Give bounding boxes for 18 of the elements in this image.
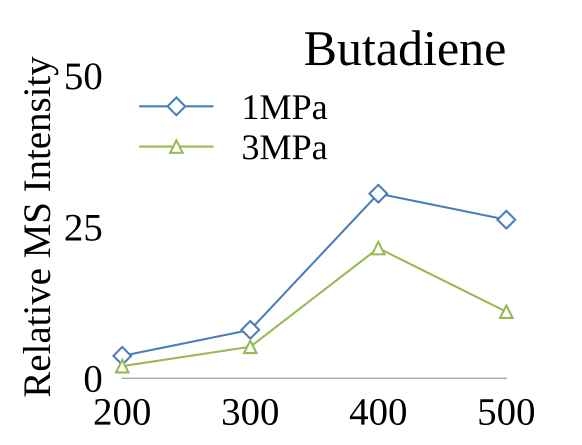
y-tick-label: 50 — [66, 63, 102, 90]
point — [114, 358, 130, 374]
point — [242, 339, 258, 354]
chart-title: Butadiene — [305, 30, 505, 66]
point — [371, 240, 386, 256]
x-tick-label: 300 — [222, 398, 278, 426]
x-tick-label: 200 — [94, 398, 150, 426]
point — [240, 320, 260, 340]
point — [496, 210, 516, 230]
y-axis-title: Relative MS Intensity — [22, 56, 58, 396]
y-tick-label: 0 — [84, 366, 102, 392]
legend-label: 3MPa — [243, 135, 328, 160]
y-tick-label: 25 — [66, 214, 102, 241]
x-tick-label: 400 — [350, 398, 406, 426]
point — [368, 184, 388, 204]
x-tick-label: 500 — [479, 398, 534, 426]
point — [499, 304, 514, 319]
legend-label: 1MPa — [244, 95, 328, 120]
